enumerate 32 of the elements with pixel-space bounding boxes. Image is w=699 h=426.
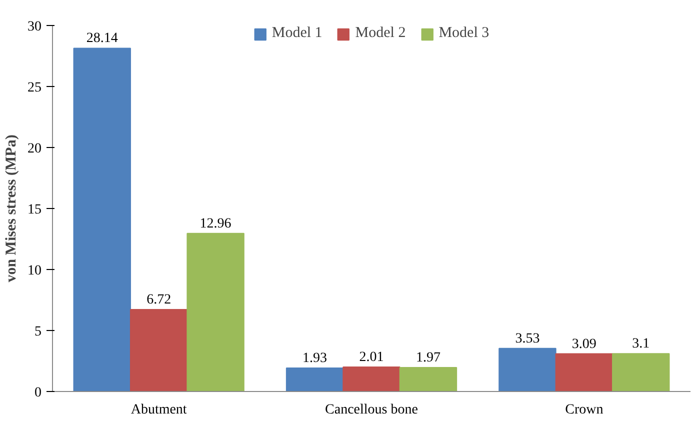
data-label: 3.53 [515,331,540,346]
data-label: 12.96 [200,216,232,232]
data-label: 3.1 [632,336,650,352]
bar [286,367,344,392]
data-label: 6.72 [146,292,172,308]
bar [130,309,188,392]
x-tick-label: Cancellous bone [325,402,418,418]
legend-label: Model 2 [355,25,406,42]
y-tick-label: 5 [34,324,42,340]
legend-label: Model 1 [272,25,322,42]
data-label: 2.01 [359,350,384,365]
y-tick-label: 15 [28,202,42,218]
data-label: 3.09 [572,336,596,352]
bar [498,348,556,392]
bar [342,366,400,392]
y-axis-title: von Mises stress (MPa) [4,134,20,282]
y-tick-label: 25 [28,80,42,96]
y-tick-label: 0 [34,386,42,400]
y-tick-label: 30 [28,20,42,34]
y-tick-label: 20 [28,142,42,156]
x-tick-label: Crown [565,402,604,418]
data-label: 1.97 [416,350,440,366]
legend-label: Model 3 [438,25,490,42]
bar [612,353,670,392]
data-label: 28.14 [86,31,118,46]
data-label: 1.93 [302,350,328,366]
bar [399,366,458,392]
bar [73,48,131,392]
bar [555,353,614,392]
y-tick-label: 10 [28,264,42,278]
x-tick-label: Abutment [130,402,187,418]
bar [186,232,244,392]
